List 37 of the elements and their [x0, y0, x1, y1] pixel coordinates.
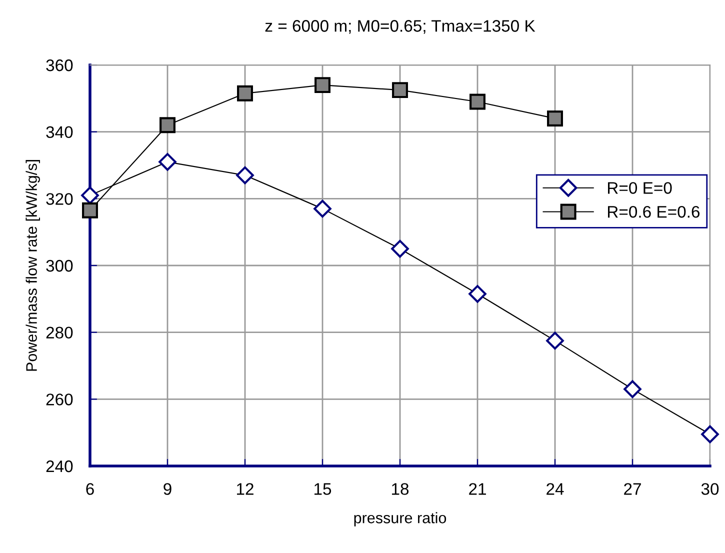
point [81, 186, 99, 204]
y-tick-label: 280 [46, 326, 73, 339]
point [546, 332, 564, 350]
legend-label: R=0 E=0 [608, 182, 672, 194]
point [624, 380, 642, 398]
point [468, 285, 486, 303]
chart-title: z = 6000 m; M0=0.65; Tmax=1350 K [265, 20, 536, 34]
point [391, 240, 409, 258]
x-tick-label: 9 [164, 483, 172, 495]
y-tick-label: 340 [46, 126, 73, 138]
point [470, 94, 486, 110]
y-tick-label: 240 [46, 460, 73, 472]
point [547, 110, 563, 126]
point [160, 117, 176, 134]
point [314, 77, 330, 94]
y-tick-label: 300 [46, 260, 73, 272]
point [237, 85, 253, 102]
x-axis-title: pressure ratio [354, 512, 446, 526]
point [236, 166, 254, 184]
x-tick-label: 15 [314, 483, 332, 495]
x-tick-label: 6 [86, 483, 94, 495]
y-axis-title: Power/mass flow rate [kW/kg/s] [26, 160, 40, 371]
y-tick-label: 260 [46, 394, 73, 406]
x-tick-label: 21 [469, 483, 486, 495]
x-tick-label: 18 [392, 483, 409, 495]
point [392, 82, 408, 98]
x-tick-label: 27 [624, 483, 641, 495]
y-tick-label: 360 [46, 59, 73, 72]
point [701, 425, 719, 444]
legend-label: R=0.6 E=0.6 [608, 206, 700, 218]
point [158, 153, 176, 171]
x-tick-label: 30 [701, 483, 719, 495]
point [82, 202, 98, 218]
x-tick-label: 12 [237, 483, 254, 495]
y-tick-label: 320 [46, 193, 73, 205]
x-tick-label: 24 [546, 483, 564, 495]
point [314, 200, 332, 218]
